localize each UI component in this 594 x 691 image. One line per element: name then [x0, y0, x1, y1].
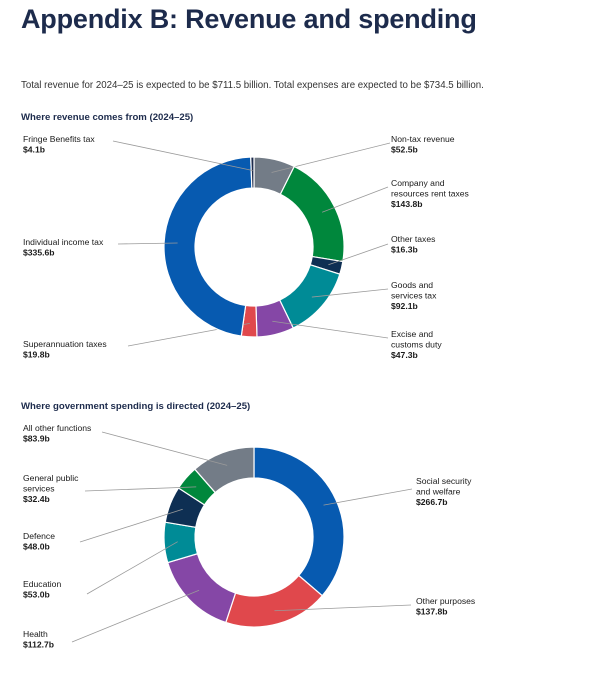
intro-text: Total revenue for 2024–25 is expected to… — [21, 80, 484, 91]
donut-slice-all-other-functions — [193, 446, 255, 494]
leader-line-defence — [79, 508, 183, 543]
leader-line-health — [71, 589, 200, 643]
slice-label-other-taxes: Other taxes — [391, 234, 435, 244]
slice-label-excise-and-customs-duty: Excise and — [391, 329, 433, 339]
slice-value-education: $53.0b — [23, 589, 50, 599]
slice-label-social-security-and-welfare: and welfare — [416, 486, 461, 496]
slice-value-non-tax-revenue: $52.5b — [391, 144, 418, 154]
slice-label-general-public-services: services — [23, 483, 55, 493]
slice-label-individual-income-tax: Individual income tax — [23, 237, 104, 247]
leader-line-all-other-functions — [101, 431, 228, 466]
slice-label-all-other-functions: All other functions — [23, 423, 91, 433]
leader-line-social-security-and-welfare — [323, 488, 413, 506]
leader-line-education — [86, 541, 178, 595]
slice-label-health: Health — [23, 629, 48, 639]
slice-label-goods-and-services-tax: services tax — [391, 290, 437, 300]
slice-label-excise-and-customs-duty: customs duty — [391, 339, 442, 349]
donut-slice-individual-income-tax — [163, 156, 253, 337]
revenue-chart-title: Where revenue comes from (2024–25) — [21, 112, 194, 123]
slice-value-all-other-functions: $83.9b — [23, 433, 50, 443]
slice-value-goods-and-services-tax: $92.1b — [391, 301, 418, 311]
slice-label-superannuation-taxes: Superannuation taxes — [23, 339, 107, 349]
donut-slice-health — [166, 553, 237, 624]
slice-label-company-and-resources-rent-taxes: Company and — [391, 178, 445, 188]
slice-label-other-purposes: Other purposes — [416, 596, 475, 606]
leader-line-general-public-services — [84, 486, 197, 492]
slice-value-excise-and-customs-duty: $47.3b — [391, 350, 418, 360]
slice-value-other-purposes: $137.8b — [416, 606, 448, 616]
leader-line-non-tax-revenue — [271, 142, 391, 173]
slice-label-fringe-benefits-tax: Fringe Benefits tax — [23, 134, 95, 144]
leader-line-company-and-resources-rent-taxes — [321, 186, 389, 213]
slice-value-superannuation-taxes: $19.8b — [23, 349, 50, 359]
slice-label-social-security-and-welfare: Social security — [416, 476, 472, 486]
slice-label-company-and-resources-rent-taxes: resources rent taxes — [391, 188, 469, 198]
leader-line-other-purposes — [274, 604, 412, 612]
leader-line-fringe-benefits-tax — [112, 140, 253, 171]
donut-slice-social-security-and-welfare — [253, 446, 345, 597]
leader-line-individual-income-tax — [117, 242, 178, 245]
slice-value-general-public-services: $32.4b — [23, 494, 50, 504]
slice-value-other-taxes: $16.3b — [391, 244, 418, 254]
slice-label-goods-and-services-tax: Goods and — [391, 280, 433, 290]
slice-value-defence: $48.0b — [23, 541, 50, 551]
donut-slice-company-and-resources-rent-taxes — [279, 165, 345, 263]
slice-value-health: $112.7b — [23, 639, 54, 649]
leader-line-goods-and-services-tax — [311, 288, 389, 298]
slice-label-defence: Defence — [23, 531, 55, 541]
page-title: Appendix B: Revenue and spending — [21, 4, 477, 34]
slice-value-individual-income-tax: $335.6b — [23, 247, 55, 257]
donut-slice-other-purposes — [225, 574, 324, 628]
slice-value-social-security-and-welfare: $266.7b — [416, 497, 448, 507]
leader-line-excise-and-customs-duty — [272, 320, 389, 339]
donut-slice-fringe-benefits-tax — [250, 156, 255, 189]
slice-label-education: Education — [23, 579, 61, 589]
slice-label-non-tax-revenue: Non-tax revenue — [391, 134, 455, 144]
slice-value-company-and-resources-rent-taxes: $143.8b — [391, 199, 423, 209]
leader-line-other-taxes — [328, 243, 389, 266]
revenue-donut-chart: Non-tax revenue$52.5b Company andresource… — [23, 134, 469, 360]
spending-chart-title: Where government spending is directed (2… — [21, 401, 251, 412]
slice-value-fringe-benefits-tax: $4.1b — [23, 144, 45, 154]
slice-label-general-public-services: General public — [23, 473, 79, 483]
